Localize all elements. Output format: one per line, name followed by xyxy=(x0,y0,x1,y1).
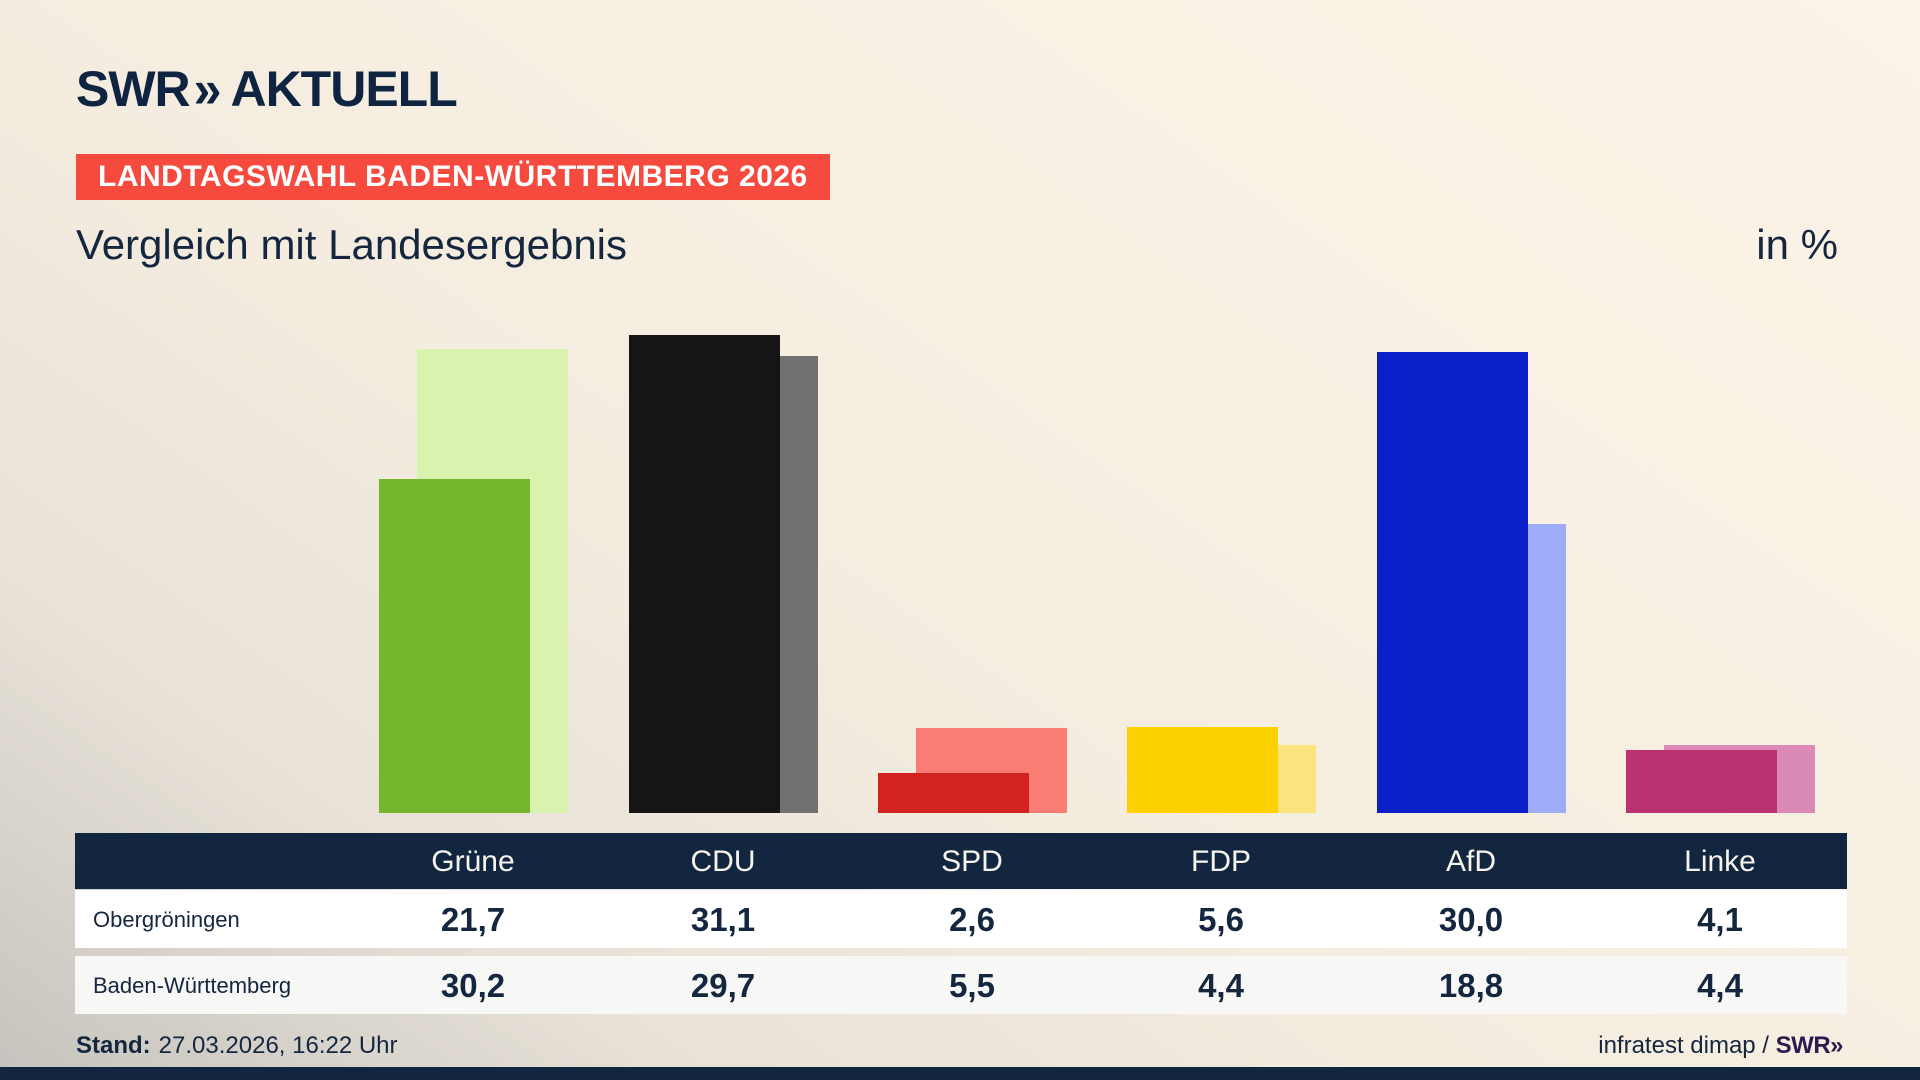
value-badenwrttemberg-fdp: 4,4 xyxy=(1198,967,1244,1004)
stand-timestamp: Stand: 27.03.2026, 16:22 Uhr xyxy=(76,1032,398,1060)
value-obergrningen-afd: 30,0 xyxy=(1438,901,1504,938)
bar-obergrningen-afd xyxy=(1377,352,1528,813)
swr-aktuell-logo: SWR» AKTUELL xyxy=(76,59,458,119)
value-obergrningen-linke: 4,1 xyxy=(1697,901,1743,938)
bar-obergrningen-spd xyxy=(878,773,1029,813)
value-badenwrttemberg-linke: 4,4 xyxy=(1697,967,1743,1004)
value-badenwrttemberg-cdu: 29,7 xyxy=(690,967,756,1004)
logo-chevrons-icon: » xyxy=(193,59,222,119)
bar-obergrningen-linke xyxy=(1626,750,1777,813)
row-label: Obergröningen xyxy=(93,907,240,932)
value-badenwrttemberg-grne: 30,2 xyxy=(440,967,506,1004)
bar-obergrningen-grne xyxy=(379,479,530,813)
source-text: infratest dimap / xyxy=(1598,1032,1776,1059)
value-obergrningen-fdp: 5,6 xyxy=(1198,901,1244,938)
column-header-grne: Grüne xyxy=(431,845,515,878)
bottom-navy-bar xyxy=(0,1067,1920,1080)
column-header-cdu: CDU xyxy=(690,845,756,878)
value-obergrningen-cdu: 31,1 xyxy=(690,901,756,938)
bar-obergrningen-cdu xyxy=(629,335,780,813)
column-header-linke: Linke xyxy=(1684,845,1756,878)
table-header-row: Grüne CDU SPD FDP AfD Linke xyxy=(75,833,1847,889)
table-row-obergroeningen: Obergröningen 21,7 31,1 2,6 5,6 30,0 4,1 xyxy=(75,890,1847,948)
value-badenwrttemberg-afd: 18,8 xyxy=(1438,967,1504,1004)
bar-obergrningen-fdp xyxy=(1127,727,1278,813)
column-header-afd: AfD xyxy=(1445,845,1496,878)
chart-title: Vergleich mit Landesergebnis xyxy=(76,221,628,268)
value-badenwrttemberg-spd: 5,5 xyxy=(949,967,995,1004)
bar-chart xyxy=(0,333,1920,813)
stand-label: Stand: xyxy=(76,1032,151,1059)
row-label: Baden-Württemberg xyxy=(93,973,292,998)
election-banner: LANDTAGSWAHL BADEN-WÜRTTEMBERG 2026 xyxy=(76,154,830,200)
column-header-spd: SPD xyxy=(941,845,1003,878)
stand-value: 27.03.2026, 16:22 Uhr xyxy=(158,1032,398,1059)
logo-swr-text: SWR xyxy=(76,61,191,117)
table-row-baden-wuerttemberg: Baden-Württemberg 30,2 29,7 5,5 4,4 18,8 4,4 xyxy=(75,956,1847,1014)
column-header-fdp: FDP xyxy=(1191,845,1251,878)
unit-label: in % xyxy=(1756,221,1838,268)
swr-logo-small: SWR» xyxy=(1775,1032,1844,1059)
value-obergrningen-spd: 2,6 xyxy=(949,901,995,938)
logo-aktuell-text: AKTUELL xyxy=(230,61,457,117)
source-credit: infratest dimap / SWR» xyxy=(1598,1032,1843,1060)
value-obergrningen-grne: 21,7 xyxy=(440,901,506,938)
